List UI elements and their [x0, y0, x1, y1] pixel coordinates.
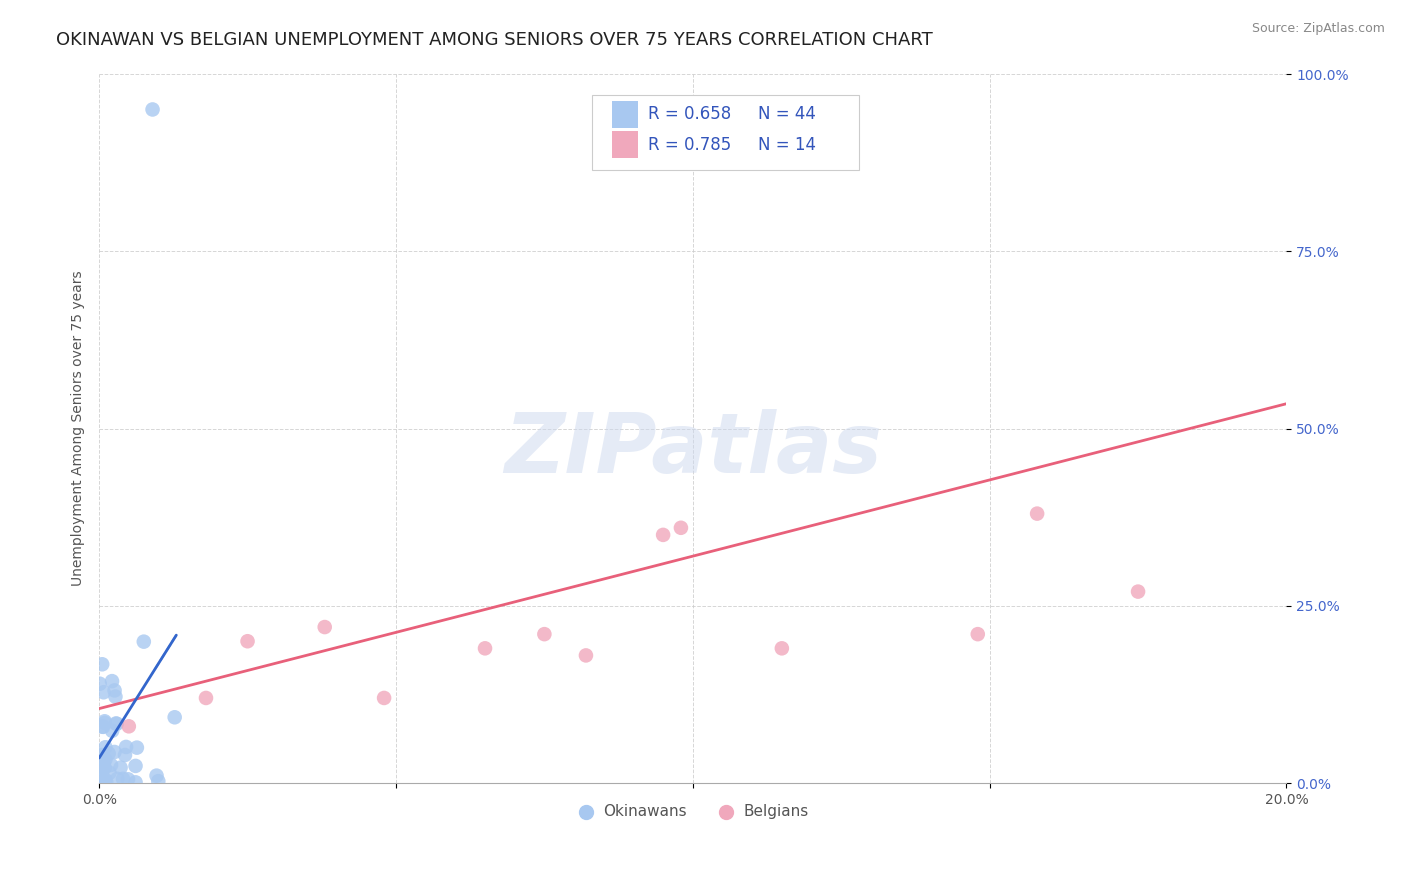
Point	[101, 723, 124, 738]
Point	[105, 772, 128, 786]
FancyBboxPatch shape	[612, 131, 638, 159]
Y-axis label: Unemployment Among Seniors over 75 years: Unemployment Among Seniors over 75 years	[72, 270, 86, 586]
Point	[1126, 584, 1149, 599]
Point	[94, 752, 117, 766]
Point	[111, 772, 134, 786]
Point	[652, 528, 675, 542]
Point	[117, 772, 139, 787]
Point	[94, 772, 117, 787]
Text: ZIPatlas: ZIPatlas	[503, 409, 882, 491]
Point	[98, 765, 121, 780]
Point	[124, 759, 146, 773]
Point	[101, 674, 124, 689]
Point	[770, 641, 793, 656]
Point	[124, 775, 146, 789]
Point	[94, 715, 117, 730]
Point	[93, 760, 115, 774]
Point	[669, 521, 692, 535]
Point	[195, 690, 218, 705]
Point	[97, 747, 120, 761]
Point	[93, 685, 115, 699]
Text: N = 14: N = 14	[758, 136, 815, 154]
Point	[90, 747, 112, 762]
Point	[89, 766, 111, 780]
Point	[236, 634, 259, 648]
Point	[103, 683, 125, 698]
Text: R = 0.785: R = 0.785	[648, 136, 731, 154]
Point	[91, 657, 114, 672]
FancyBboxPatch shape	[612, 101, 638, 128]
Text: Source: ZipAtlas.com: Source: ZipAtlas.com	[1251, 22, 1385, 36]
FancyBboxPatch shape	[592, 95, 859, 169]
Point	[89, 676, 111, 690]
Point	[966, 627, 988, 641]
Point	[94, 740, 117, 755]
Point	[93, 761, 115, 775]
Point	[100, 758, 122, 772]
Text: R = 0.658: R = 0.658	[648, 105, 731, 123]
Point	[575, 648, 598, 663]
Point	[314, 620, 336, 634]
Point	[145, 769, 167, 783]
Point	[115, 739, 138, 754]
Point	[91, 754, 114, 768]
Point	[533, 627, 555, 641]
Point	[104, 690, 127, 704]
Point	[163, 710, 186, 724]
Point	[148, 774, 170, 789]
Point	[93, 714, 115, 729]
Point	[91, 720, 114, 734]
Text: OKINAWAN VS BELGIAN UNEMPLOYMENT AMONG SENIORS OVER 75 YEARS CORRELATION CHART: OKINAWAN VS BELGIAN UNEMPLOYMENT AMONG S…	[56, 31, 934, 49]
Point	[474, 641, 496, 656]
Text: N = 44: N = 44	[758, 105, 815, 123]
Point	[1026, 507, 1049, 521]
Point	[96, 774, 118, 789]
Point	[114, 747, 136, 762]
Point	[103, 745, 125, 759]
Point	[89, 752, 111, 766]
Point	[118, 719, 141, 733]
Point	[91, 760, 114, 774]
Point	[373, 690, 395, 705]
Point	[110, 761, 132, 775]
Point	[91, 720, 114, 734]
Point	[104, 716, 127, 731]
Point	[132, 634, 155, 648]
Point	[142, 103, 165, 117]
Point	[91, 775, 114, 789]
Point	[90, 772, 112, 787]
Point	[125, 740, 148, 755]
Legend: Okinawans, Belgians: Okinawans, Belgians	[571, 797, 814, 825]
Point	[105, 716, 128, 731]
